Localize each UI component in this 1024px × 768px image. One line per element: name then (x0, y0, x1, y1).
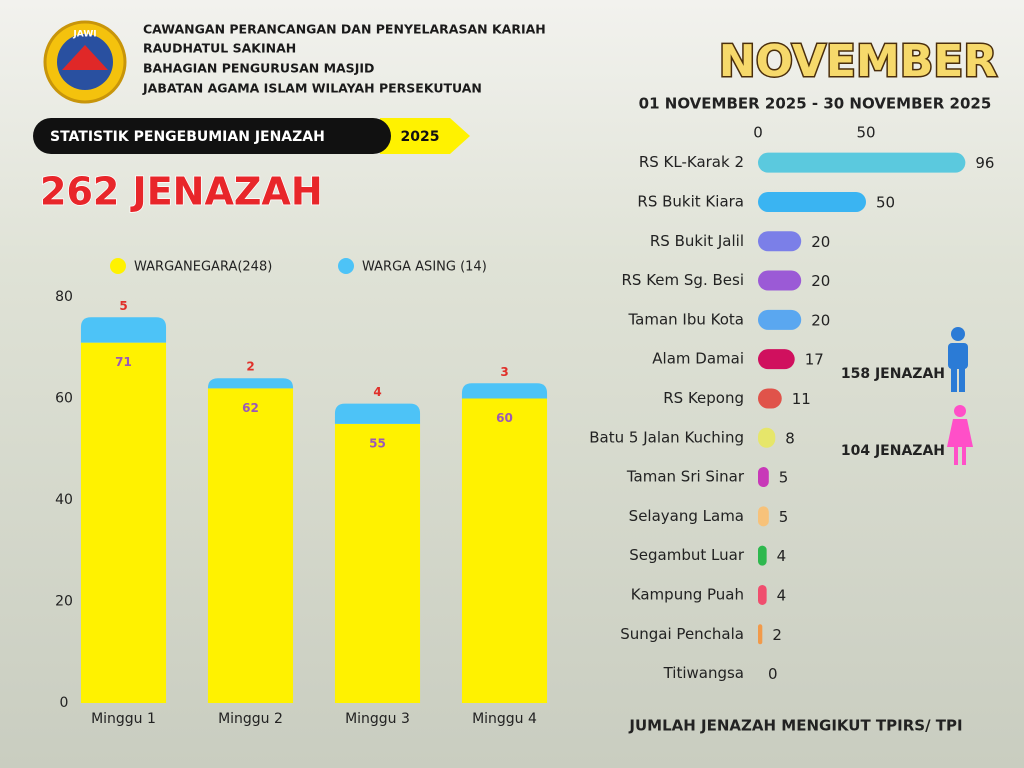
value-label: 55 (369, 436, 386, 450)
category-label: Titiwangsa (663, 664, 744, 682)
male-icon (948, 327, 968, 392)
bar (758, 506, 769, 527)
value-label: 2 (772, 626, 782, 644)
logo: JAWI (43, 20, 127, 104)
value-label: 5 (779, 508, 789, 526)
value-label: 4 (777, 586, 787, 604)
value-label: 60 (496, 411, 513, 425)
chart-title: JUMLAH JENAZAH MENGIKUT TPIRS/ TPI (628, 717, 962, 735)
bar-segment (334, 423, 421, 703)
category-label: Segambut Luar (629, 546, 745, 564)
value-label: 20 (811, 311, 830, 329)
bar (758, 427, 776, 448)
bar (758, 270, 802, 291)
value-label: 5 (119, 299, 127, 313)
value-label: 3 (500, 365, 508, 379)
value-label: 71 (115, 355, 132, 369)
banner (33, 118, 391, 154)
bar (758, 467, 769, 488)
value-label: 8 (785, 429, 795, 447)
bar-segment (80, 342, 167, 703)
bar-segment (80, 317, 167, 343)
bar (758, 349, 795, 370)
value-label: 50 (876, 193, 895, 211)
value-label: 17 (805, 351, 824, 369)
y-tick-label: 80 (55, 289, 73, 305)
value-label: 2 (246, 360, 254, 374)
value-label: 0 (768, 665, 778, 683)
male-count: 158 JENAZAH (841, 366, 945, 382)
bar-segment (461, 383, 548, 399)
banner-arrow (380, 118, 470, 154)
period: 01 NOVEMBER 2025 - 30 NOVEMBER 2025 (639, 95, 992, 113)
legend-marker (338, 258, 354, 274)
x-tick-label: Minggu 2 (218, 711, 283, 727)
category-label: RS Kem Sg. Besi (622, 271, 745, 289)
value-label: 20 (811, 272, 830, 290)
legend-label: WARGA ASING (14) (362, 260, 487, 275)
x-tick-label: Minggu 1 (91, 711, 156, 727)
value-label: 11 (792, 390, 811, 408)
female-icon (947, 405, 973, 465)
category-label: Sungai Penchala (620, 625, 744, 643)
y-tick-label: 0 (60, 695, 69, 711)
value-label: 4 (777, 547, 787, 565)
category-label: Taman Ibu Kota (627, 310, 744, 328)
value-label: 20 (811, 233, 830, 251)
bar (758, 624, 763, 645)
x-tick-label: 0 (753, 124, 763, 142)
banner-label: STATISTIK PENGEBUMIAN JENAZAH (50, 129, 325, 145)
bar (758, 152, 966, 173)
header-line: BAHAGIAN PENGURUSAN MASJID (143, 61, 374, 76)
bar-segment (461, 398, 548, 703)
category-label: Batu 5 Jalan Kuching (589, 428, 744, 446)
category-label: RS KL-Karak 2 (639, 153, 744, 171)
bar (758, 388, 782, 409)
female-count: 104 JENAZAH (841, 443, 945, 459)
bar (758, 584, 767, 605)
y-tick-label: 20 (55, 594, 73, 610)
total: 262 JENAZAH (40, 170, 323, 214)
value-label: 96 (975, 154, 994, 172)
legend-marker (110, 258, 126, 274)
category-label: RS Bukit Jalil (650, 232, 744, 250)
category-label: Selayang Lama (629, 507, 744, 525)
value-label: 5 (779, 469, 789, 487)
category-label: Kampung Puah (631, 585, 744, 603)
bar (758, 545, 767, 566)
bar-segment (334, 403, 421, 424)
category-label: Taman Sri Sinar (626, 468, 745, 486)
x-tick-label: Minggu 4 (472, 711, 537, 727)
header-line: RAUDHATUL SAKINAH (143, 41, 296, 56)
header-line: CAWANGAN PERANCANGAN DAN PENYELARASAN KA… (143, 22, 546, 37)
header-line: JABATAN AGAMA ISLAM WILAYAH PERSEKUTUAN (142, 81, 482, 96)
banner-year: 2025 (401, 129, 440, 145)
value-label: 4 (373, 385, 381, 399)
logo-text: JAWI (72, 30, 96, 40)
value-label: 62 (242, 401, 259, 415)
y-tick-label: 60 (55, 391, 73, 407)
bar-segment (207, 388, 294, 703)
bar (758, 309, 802, 330)
category-label: RS Kepong (663, 389, 744, 407)
bar (758, 231, 802, 252)
y-tick-label: 40 (55, 492, 73, 508)
category-label: RS Bukit Kiara (637, 192, 744, 210)
bar-segment (207, 378, 294, 389)
x-tick-label: 50 (856, 124, 875, 142)
bar (758, 191, 866, 212)
month: NOVEMBER (719, 36, 997, 87)
legend-label: WARGANEGARA(248) (134, 260, 272, 275)
category-label: Alam Damai (652, 350, 744, 368)
x-tick-label: Minggu 3 (345, 711, 410, 727)
